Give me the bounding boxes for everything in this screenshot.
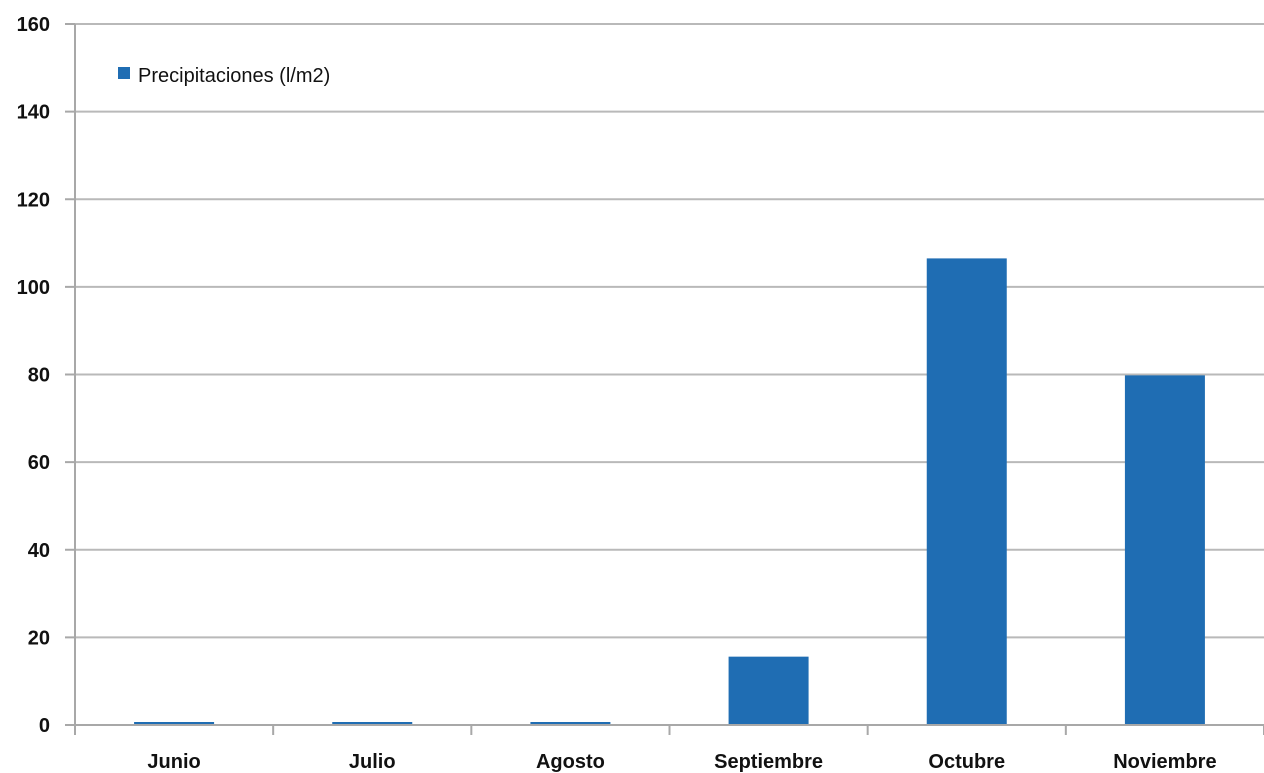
x-tick-label: Noviembre <box>1113 751 1216 773</box>
bar-junio <box>134 722 215 725</box>
bar-julio <box>332 722 413 725</box>
bar-noviembre <box>1124 375 1205 725</box>
y-tick-label: 80 <box>28 365 50 387</box>
bar-octubre <box>926 258 1007 725</box>
x-tick-label: Octubre <box>928 751 1005 773</box>
legend-label: Precipitaciones (l/m2) <box>138 65 330 87</box>
bars <box>134 258 1205 725</box>
y-tick-label: 160 <box>17 14 50 36</box>
y-tick-label: 0 <box>39 715 50 737</box>
x-tick-label: Agosto <box>536 751 605 773</box>
y-tick-label: 100 <box>17 277 50 299</box>
y-tick-label: 120 <box>17 189 50 211</box>
x-tick-label: Junio <box>147 751 200 773</box>
x-tick-label: Julio <box>349 751 396 773</box>
gridlines <box>75 23 1264 639</box>
x-tick-labels: Junio Julio Agosto Septiembre Octubre Noviemb… <box>147 751 1216 773</box>
y-tick-label: 40 <box>28 540 50 562</box>
bar-septiembre <box>728 656 809 725</box>
y-tick-label: 20 <box>28 627 50 649</box>
x-tick-label: Septiembre <box>714 751 823 773</box>
bar-agosto <box>530 722 611 725</box>
y-tick-label: 60 <box>28 452 50 474</box>
axes <box>65 23 1264 735</box>
legend-swatch <box>118 67 130 79</box>
y-tick-labels: 0 20 40 60 80 100 120 140 160 <box>17 14 50 737</box>
legend: Precipitaciones (l/m2) <box>118 65 330 87</box>
y-tick-label: 140 <box>17 102 50 124</box>
